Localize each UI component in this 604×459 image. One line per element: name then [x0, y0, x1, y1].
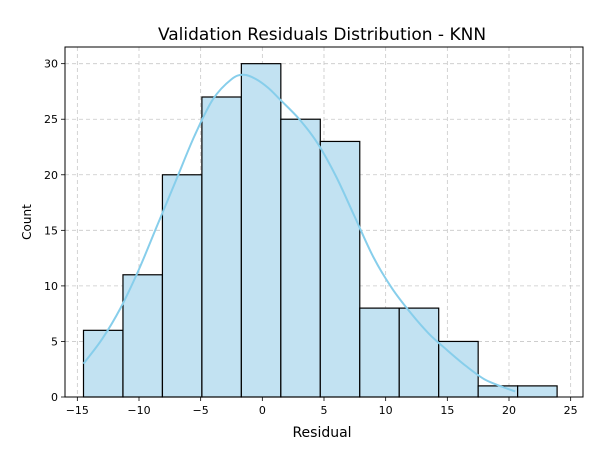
histogram-bar: [201, 96, 242, 398]
histogram-bar: [359, 307, 400, 398]
histogram-bar: [161, 174, 203, 398]
histogram-bar: [280, 118, 321, 398]
y-tick-label: 10: [44, 280, 58, 293]
x-tick-label: −15: [66, 404, 89, 417]
x-axis-label: Residual: [292, 425, 351, 441]
y-tick-label: 30: [44, 58, 58, 71]
histogram-bar: [240, 63, 282, 398]
x-tick-label: 15: [440, 404, 454, 417]
y-axis-ticks: 0 5 10 15 20 25 30: [44, 58, 65, 404]
kde-curve: [82, 73, 516, 393]
x-tick-label: −5: [193, 404, 209, 417]
x-tick-label: 5: [321, 404, 328, 417]
histogram-bar: [517, 385, 558, 398]
y-axis-label: Count: [20, 204, 34, 240]
y-tick-label: 5: [51, 335, 58, 348]
x-tick-label: −10: [127, 404, 150, 417]
histogram-bar: [477, 385, 519, 398]
y-tick-label: 15: [44, 224, 58, 237]
x-tick-label: 0: [259, 404, 266, 417]
y-tick-label: 20: [44, 169, 58, 182]
y-tick-label: 0: [51, 391, 58, 404]
histogram-bar: [122, 274, 164, 398]
x-axis-ticks: −15 −10 −5 0 5 10 15 20 25: [66, 397, 578, 417]
histogram-bar: [319, 140, 361, 398]
y-tick-label: 25: [44, 113, 58, 126]
histogram-bar: [438, 340, 479, 398]
histogram-bar: [82, 329, 124, 398]
x-tick-label: 10: [379, 404, 393, 417]
x-tick-label: 25: [564, 404, 578, 417]
chart-title: Validation Residuals Distribution - KNN: [158, 25, 486, 45]
x-tick-label: 20: [502, 404, 516, 417]
